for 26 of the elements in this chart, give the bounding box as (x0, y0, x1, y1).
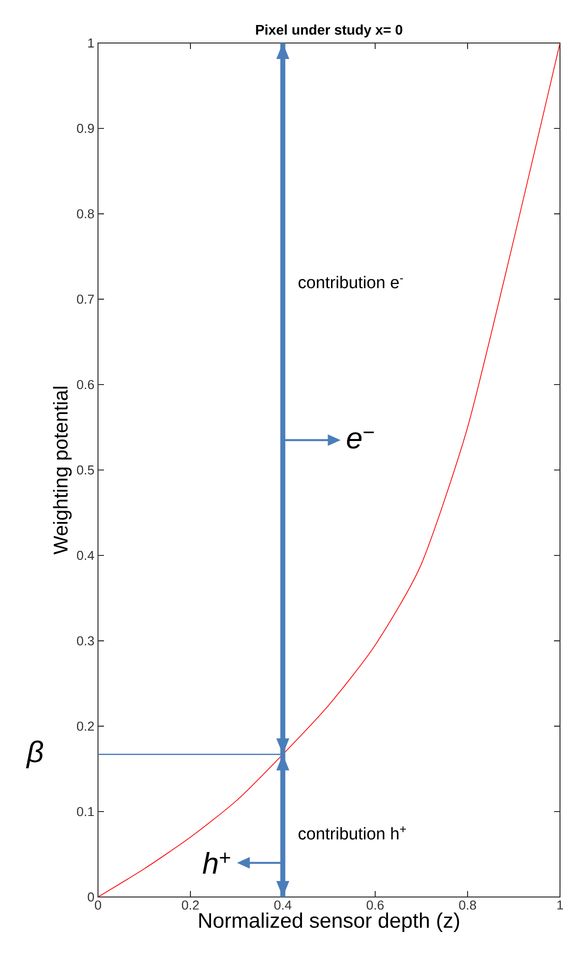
y-tick-label: 0.3 (76, 636, 94, 646)
y-tick-label: 0.4 (76, 550, 94, 560)
annotation: h$^{+}$ (202, 852, 230, 874)
x-tick-label: 0.6 (366, 900, 384, 910)
ref-line-label: β (26, 740, 44, 768)
y-tick-label: 0.1 (76, 807, 94, 816)
annotation: contribution e$^{-}$ (298, 276, 403, 288)
annotation: contribution h$^{+}$ (298, 826, 406, 840)
line-series (98, 42, 560, 897)
y-axis-title: Weighting potential (53, 386, 72, 554)
y-tick-label: 0 (88, 892, 94, 902)
x-tick-label: 0.8 (459, 900, 476, 910)
x-axis-title: Normalized sensor depth (z) (199, 912, 460, 932)
x-tick-label: 0 (94, 900, 102, 910)
annotation: e$^{−}$ (347, 432, 374, 449)
x-tick-label: 1 (557, 900, 563, 910)
x-tick-label: 0.2 (182, 900, 199, 910)
y-tick-label: 0.5 (76, 465, 94, 475)
y-tick-label: 0.8 (76, 209, 94, 218)
y-tick-label: 0.9 (76, 124, 94, 133)
y-tick-label: 0.2 (76, 722, 94, 731)
y-tick-label: 0.6 (76, 380, 94, 390)
y-tick-label: 0.7 (76, 294, 94, 304)
y-tick-label: 1 (88, 38, 94, 48)
chart-title: Pixel under study x= 0 (256, 24, 402, 38)
x-tick-label: 0.4 (274, 900, 292, 910)
